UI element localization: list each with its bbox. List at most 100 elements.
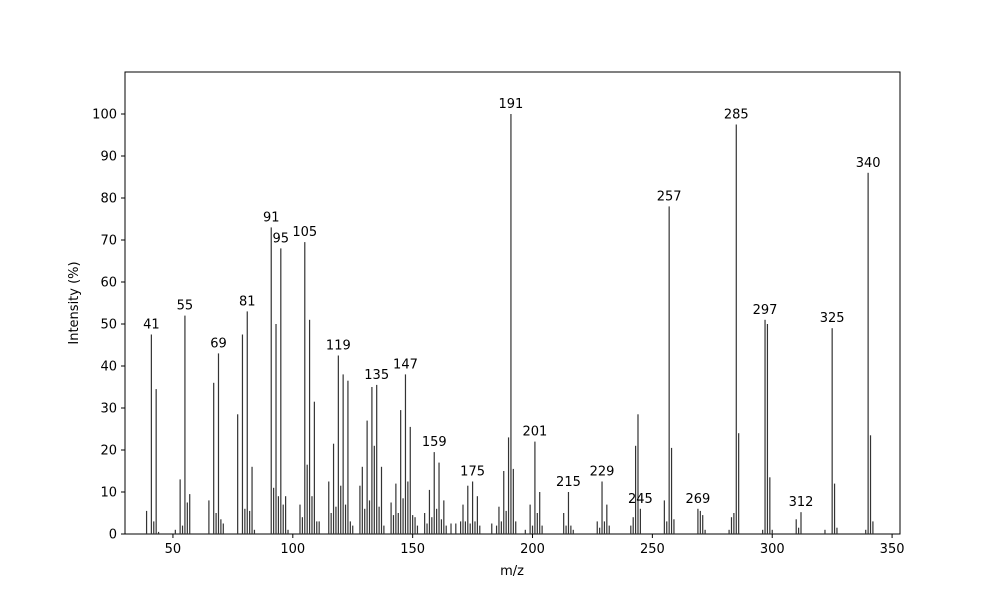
peak <box>397 513 399 534</box>
peak <box>349 521 351 534</box>
peak <box>762 529 764 534</box>
peak <box>428 489 431 534</box>
peak <box>539 492 541 534</box>
peak-label: 105 <box>292 225 317 240</box>
peak <box>738 433 740 534</box>
peak <box>244 508 246 534</box>
peak <box>603 521 606 534</box>
peak <box>476 496 478 534</box>
peak <box>469 523 471 534</box>
peak <box>150 334 152 534</box>
y-tick-label: 20 <box>100 444 117 459</box>
peak-label: 340 <box>856 156 881 171</box>
peak <box>313 401 315 534</box>
peak <box>215 513 217 534</box>
peak-label: 215 <box>556 475 581 490</box>
peak <box>407 481 409 534</box>
peak <box>670 447 673 534</box>
peak <box>512 468 514 534</box>
peak <box>179 479 181 534</box>
y-tick-label: 0 <box>109 528 117 543</box>
peak <box>273 487 275 534</box>
peak <box>867 172 869 535</box>
y-tick-label: 60 <box>100 276 117 291</box>
peak <box>601 481 603 534</box>
peak-label: 147 <box>393 357 418 372</box>
peak <box>632 517 634 534</box>
peak-label: 229 <box>590 465 615 480</box>
y-tick-label: 90 <box>100 150 117 165</box>
peak <box>282 504 284 534</box>
peak <box>673 519 675 534</box>
peak <box>836 527 838 534</box>
peak <box>373 445 375 534</box>
y-tick-label: 40 <box>100 360 117 375</box>
peak <box>299 504 301 534</box>
peak <box>335 506 337 534</box>
peak <box>330 513 332 534</box>
peak <box>222 523 224 534</box>
peak-label: 91 <box>263 210 280 225</box>
peak <box>733 513 735 534</box>
peak <box>500 521 502 534</box>
peak <box>208 500 210 534</box>
peak <box>531 525 534 534</box>
peak-label: 159 <box>422 435 447 450</box>
peak <box>445 525 447 534</box>
peak <box>766 324 769 534</box>
peak <box>495 525 498 534</box>
peak <box>702 515 704 534</box>
peak <box>666 521 668 534</box>
peak <box>630 525 632 534</box>
peak <box>400 410 402 534</box>
y-tick-label: 100 <box>92 108 117 123</box>
peak <box>186 502 188 534</box>
peak <box>366 420 368 534</box>
peak <box>189 494 191 534</box>
peak <box>529 504 531 534</box>
peak <box>145 510 148 534</box>
peak <box>155 389 157 534</box>
peak <box>306 464 308 534</box>
peak-label: 135 <box>364 368 389 383</box>
x-tick-label: 100 <box>280 542 305 557</box>
peak <box>634 445 637 534</box>
peak <box>735 124 737 534</box>
x-tick-label: 150 <box>400 542 425 557</box>
peak <box>431 517 433 534</box>
peak <box>395 483 397 534</box>
peak <box>563 513 565 534</box>
peak <box>342 374 344 534</box>
peak <box>270 227 272 534</box>
peak <box>287 529 289 534</box>
peak <box>352 525 354 534</box>
peak <box>800 512 802 534</box>
peak-label: 297 <box>753 303 778 318</box>
peak <box>536 513 538 534</box>
peak-label: 175 <box>460 465 485 480</box>
peak <box>285 496 287 534</box>
peak <box>275 324 277 534</box>
peak <box>371 387 373 534</box>
peak-label: 201 <box>522 425 547 440</box>
peak <box>764 319 766 534</box>
peak <box>479 525 481 534</box>
peak <box>412 515 414 534</box>
peak <box>359 485 361 534</box>
peak <box>311 496 313 534</box>
x-tick-label: 250 <box>640 542 665 557</box>
peak <box>409 426 411 534</box>
peak <box>730 517 733 534</box>
peak <box>639 508 641 534</box>
peak <box>280 248 282 534</box>
peak <box>426 523 428 534</box>
x-axis-label: m/z <box>500 564 524 579</box>
peak <box>769 477 771 534</box>
peak <box>332 443 335 534</box>
peak <box>831 328 833 534</box>
peak <box>606 504 608 534</box>
peak <box>340 485 342 534</box>
peak <box>608 525 610 534</box>
peak-label: 41 <box>143 318 160 333</box>
